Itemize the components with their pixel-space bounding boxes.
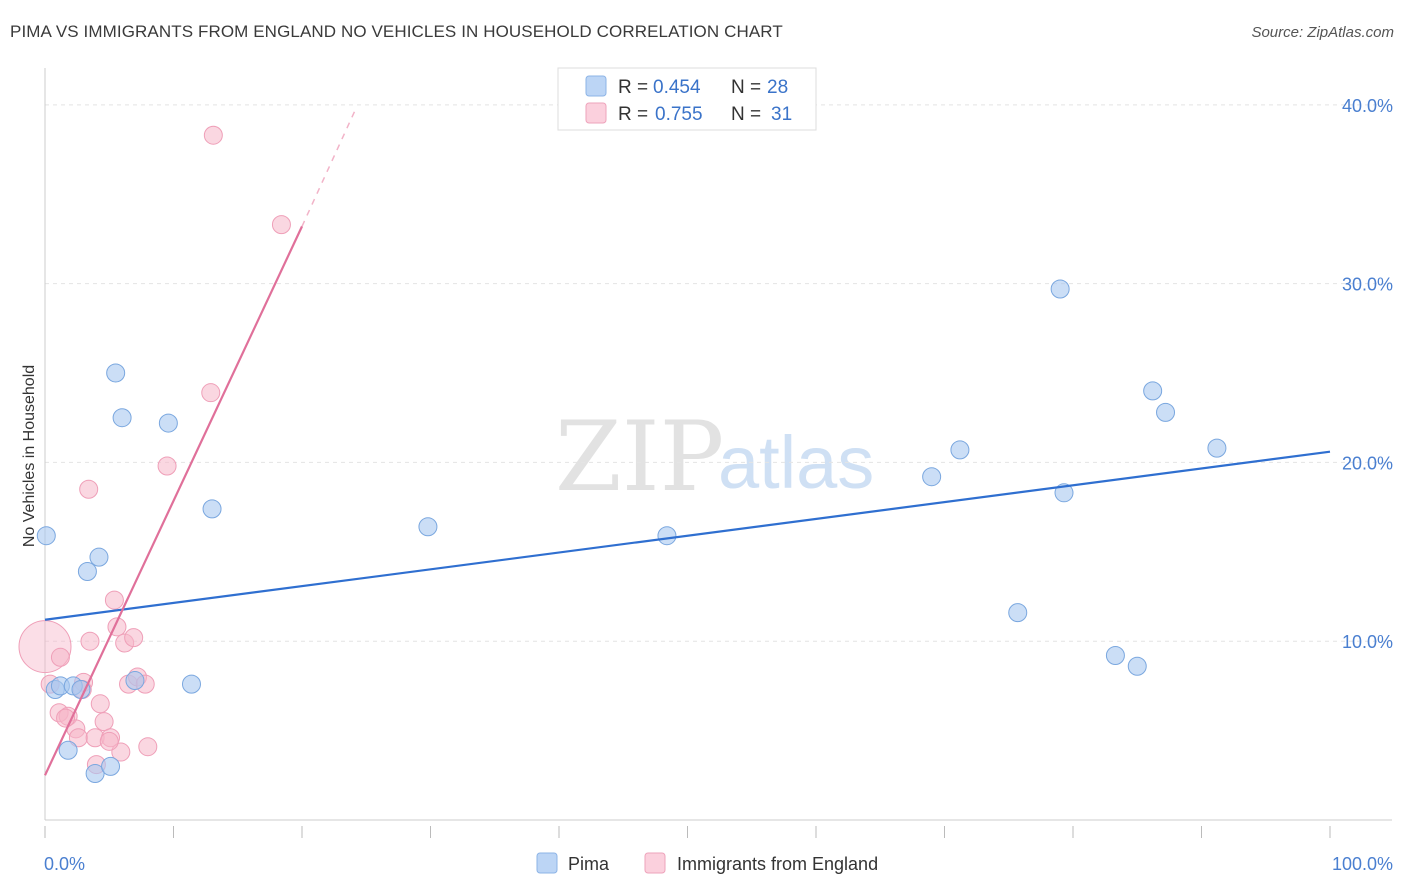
legend-pima-r-label: R = xyxy=(618,77,648,98)
england-point-25 xyxy=(201,383,221,403)
bottom-legend-pima-label: Pima xyxy=(568,854,610,874)
pima-point-21 xyxy=(1050,279,1070,299)
pima-point-13 xyxy=(158,413,178,433)
legend-england-swatch xyxy=(585,102,607,124)
legend-england-n-value: 31 xyxy=(771,104,792,125)
bottom-legend-england-label: Immigrants from England xyxy=(677,854,878,874)
legend-pima-swatch xyxy=(585,75,607,97)
pima-point-26 xyxy=(1156,402,1176,422)
chart-title: PIMA VS IMMIGRANTS FROM ENGLAND NO VEHIC… xyxy=(10,22,783,41)
x-tick-label-max: 100.0% xyxy=(1332,854,1393,874)
england-trend-line xyxy=(44,225,303,776)
pima-point-11 xyxy=(112,408,132,428)
england-point-9 xyxy=(80,631,100,651)
pima-point-14 xyxy=(181,674,201,694)
england-point-26 xyxy=(203,125,223,145)
england-point-27 xyxy=(271,215,291,235)
pima-point-23 xyxy=(1105,646,1125,666)
top-legend: R = 0.454 N = 28 R = 0.755 N = 31 xyxy=(557,67,817,131)
pima-point-17 xyxy=(657,526,677,546)
pima-point-7 xyxy=(89,547,109,567)
pima-point-9 xyxy=(101,756,121,776)
legend-england-r-value: 0.755 xyxy=(655,104,703,125)
y-tick-label-20: 20.0% xyxy=(1342,453,1393,473)
source-label: Source: ZipAtlas.com xyxy=(1251,24,1394,41)
pima-point-6 xyxy=(77,561,97,581)
x-tick-label-min: 0.0% xyxy=(44,854,85,874)
pima-point-3 xyxy=(58,740,78,760)
y-tick-label-40: 40.0% xyxy=(1342,96,1393,116)
england-point-2 xyxy=(50,647,70,667)
england-point-20 xyxy=(124,628,144,648)
pima-point-27 xyxy=(1207,438,1227,458)
trend-lines xyxy=(44,108,1331,776)
watermark-zip: ZIP xyxy=(555,401,724,513)
pima-point-12 xyxy=(125,671,145,691)
y-tick-label-10: 10.0% xyxy=(1342,632,1393,652)
pima-point-19 xyxy=(950,440,970,460)
legend-pima-r-value: 0.454 xyxy=(653,77,701,98)
pima-point-10 xyxy=(106,363,126,383)
england-point-12 xyxy=(90,694,110,714)
legend-pima-n-label: N = xyxy=(731,77,761,98)
bottom-legend-pima-swatch xyxy=(536,852,558,874)
bottom-legend: Pima Immigrants from England xyxy=(536,852,878,874)
pima-point-18 xyxy=(922,467,942,487)
england-trend-extension xyxy=(301,108,357,227)
england-point-8 xyxy=(79,479,99,499)
legend-england-n-label: N = xyxy=(731,104,761,125)
legend-england-r-label: R = xyxy=(618,104,648,125)
pima-trend-line xyxy=(44,450,1331,621)
pima-point-24 xyxy=(1127,656,1147,676)
england-points xyxy=(18,125,291,775)
gridlines xyxy=(45,104,1392,642)
pima-point-22 xyxy=(1054,483,1074,503)
pima-point-0 xyxy=(36,526,56,546)
pima-point-16 xyxy=(418,517,438,537)
england-point-15 xyxy=(104,590,124,610)
pima-points xyxy=(36,279,1227,784)
x-ticks xyxy=(44,826,1331,838)
pima-point-8 xyxy=(85,764,105,784)
england-point-23 xyxy=(138,737,158,757)
y-tick-labels: 10.0% 20.0% 30.0% 40.0% xyxy=(1342,96,1393,652)
axes xyxy=(44,68,1392,821)
y-axis-label: No Vehicles in Household xyxy=(21,365,38,547)
pima-point-15 xyxy=(202,499,222,519)
england-point-24 xyxy=(157,456,177,476)
pima-point-25 xyxy=(1143,381,1163,401)
legend-pima-n-value: 28 xyxy=(767,77,788,98)
bottom-legend-england-swatch xyxy=(644,852,666,874)
england-point-13 xyxy=(94,712,114,732)
pima-point-20 xyxy=(1008,603,1028,623)
england-point-30 xyxy=(99,731,119,751)
y-tick-label-30: 30.0% xyxy=(1342,275,1393,295)
